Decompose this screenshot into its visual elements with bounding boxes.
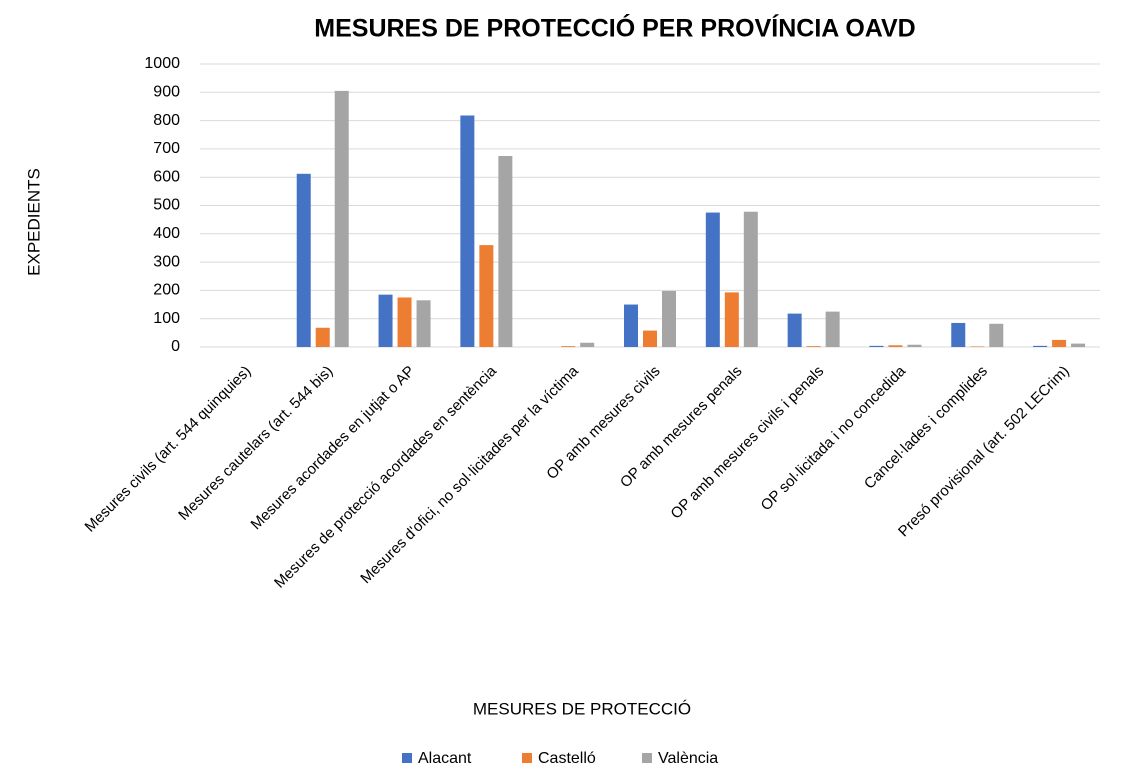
- y-tick-label: 700: [153, 140, 180, 157]
- x-tick-label: Mesures acordades en jutjat o AP: [248, 363, 419, 534]
- y-tick-label: 400: [153, 225, 180, 242]
- bar: [378, 294, 393, 347]
- bar: [624, 304, 638, 347]
- legend-swatch: [402, 753, 412, 763]
- y-tick-label: 900: [153, 84, 180, 101]
- x-tick-label: OP amb mesures civils i penals: [667, 363, 827, 523]
- bar: [705, 212, 720, 347]
- bar: [970, 346, 985, 347]
- bar: [561, 346, 576, 347]
- bar: [951, 322, 966, 347]
- bar: [580, 342, 595, 347]
- bar: [416, 300, 431, 347]
- y-tick-label: 600: [153, 168, 180, 185]
- bar: [643, 330, 657, 347]
- x-tick-label: Presó provisional (art. 502 LECrim): [895, 363, 1073, 541]
- bar: [724, 292, 739, 347]
- x-tick-label: Mesures cautelars (art. 544 bis): [175, 363, 336, 524]
- bar: [296, 173, 311, 347]
- y-tick-label: 0: [171, 338, 180, 355]
- y-axis-title: EXPEDIENTS: [24, 168, 43, 276]
- legend-swatch: [642, 753, 652, 763]
- bar: [743, 211, 758, 347]
- x-axis-title: MESURES DE PROTECCIÓ: [473, 699, 691, 718]
- bar: [498, 155, 513, 347]
- bar: [460, 115, 475, 347]
- bar: [1033, 345, 1048, 347]
- bar: [1071, 343, 1086, 347]
- y-tick-label: 300: [153, 253, 180, 270]
- y-tick-label: 200: [153, 282, 180, 299]
- x-tick-label: OP sol·licitada i no concedida: [758, 362, 910, 514]
- legend-swatch: [522, 753, 532, 763]
- y-tick-label: 1000: [144, 55, 180, 72]
- bar: [825, 311, 840, 347]
- legend-label: Alacant: [418, 750, 472, 767]
- y-tick-label: 100: [153, 310, 180, 327]
- bar: [869, 345, 884, 347]
- chart-title: MESURES DE PROTECCIÓ PER PROVÍNCIA OAVD: [314, 13, 915, 43]
- bar: [787, 313, 802, 347]
- y-tick-label: 800: [153, 112, 180, 129]
- x-tick-label: Mesures civils (art. 544 quinquies): [82, 363, 255, 536]
- bar: [907, 344, 922, 347]
- bar: [315, 327, 330, 347]
- bar: [662, 290, 676, 347]
- bar: [334, 90, 349, 347]
- legend-label: Castelló: [538, 750, 596, 767]
- legend-label: València: [658, 750, 718, 767]
- bar: [888, 345, 903, 347]
- bar: [806, 346, 821, 347]
- bar: [397, 297, 412, 347]
- bar: [989, 323, 1004, 347]
- bar: [1052, 339, 1067, 347]
- y-tick-label: 500: [153, 197, 180, 214]
- bar: [479, 245, 494, 347]
